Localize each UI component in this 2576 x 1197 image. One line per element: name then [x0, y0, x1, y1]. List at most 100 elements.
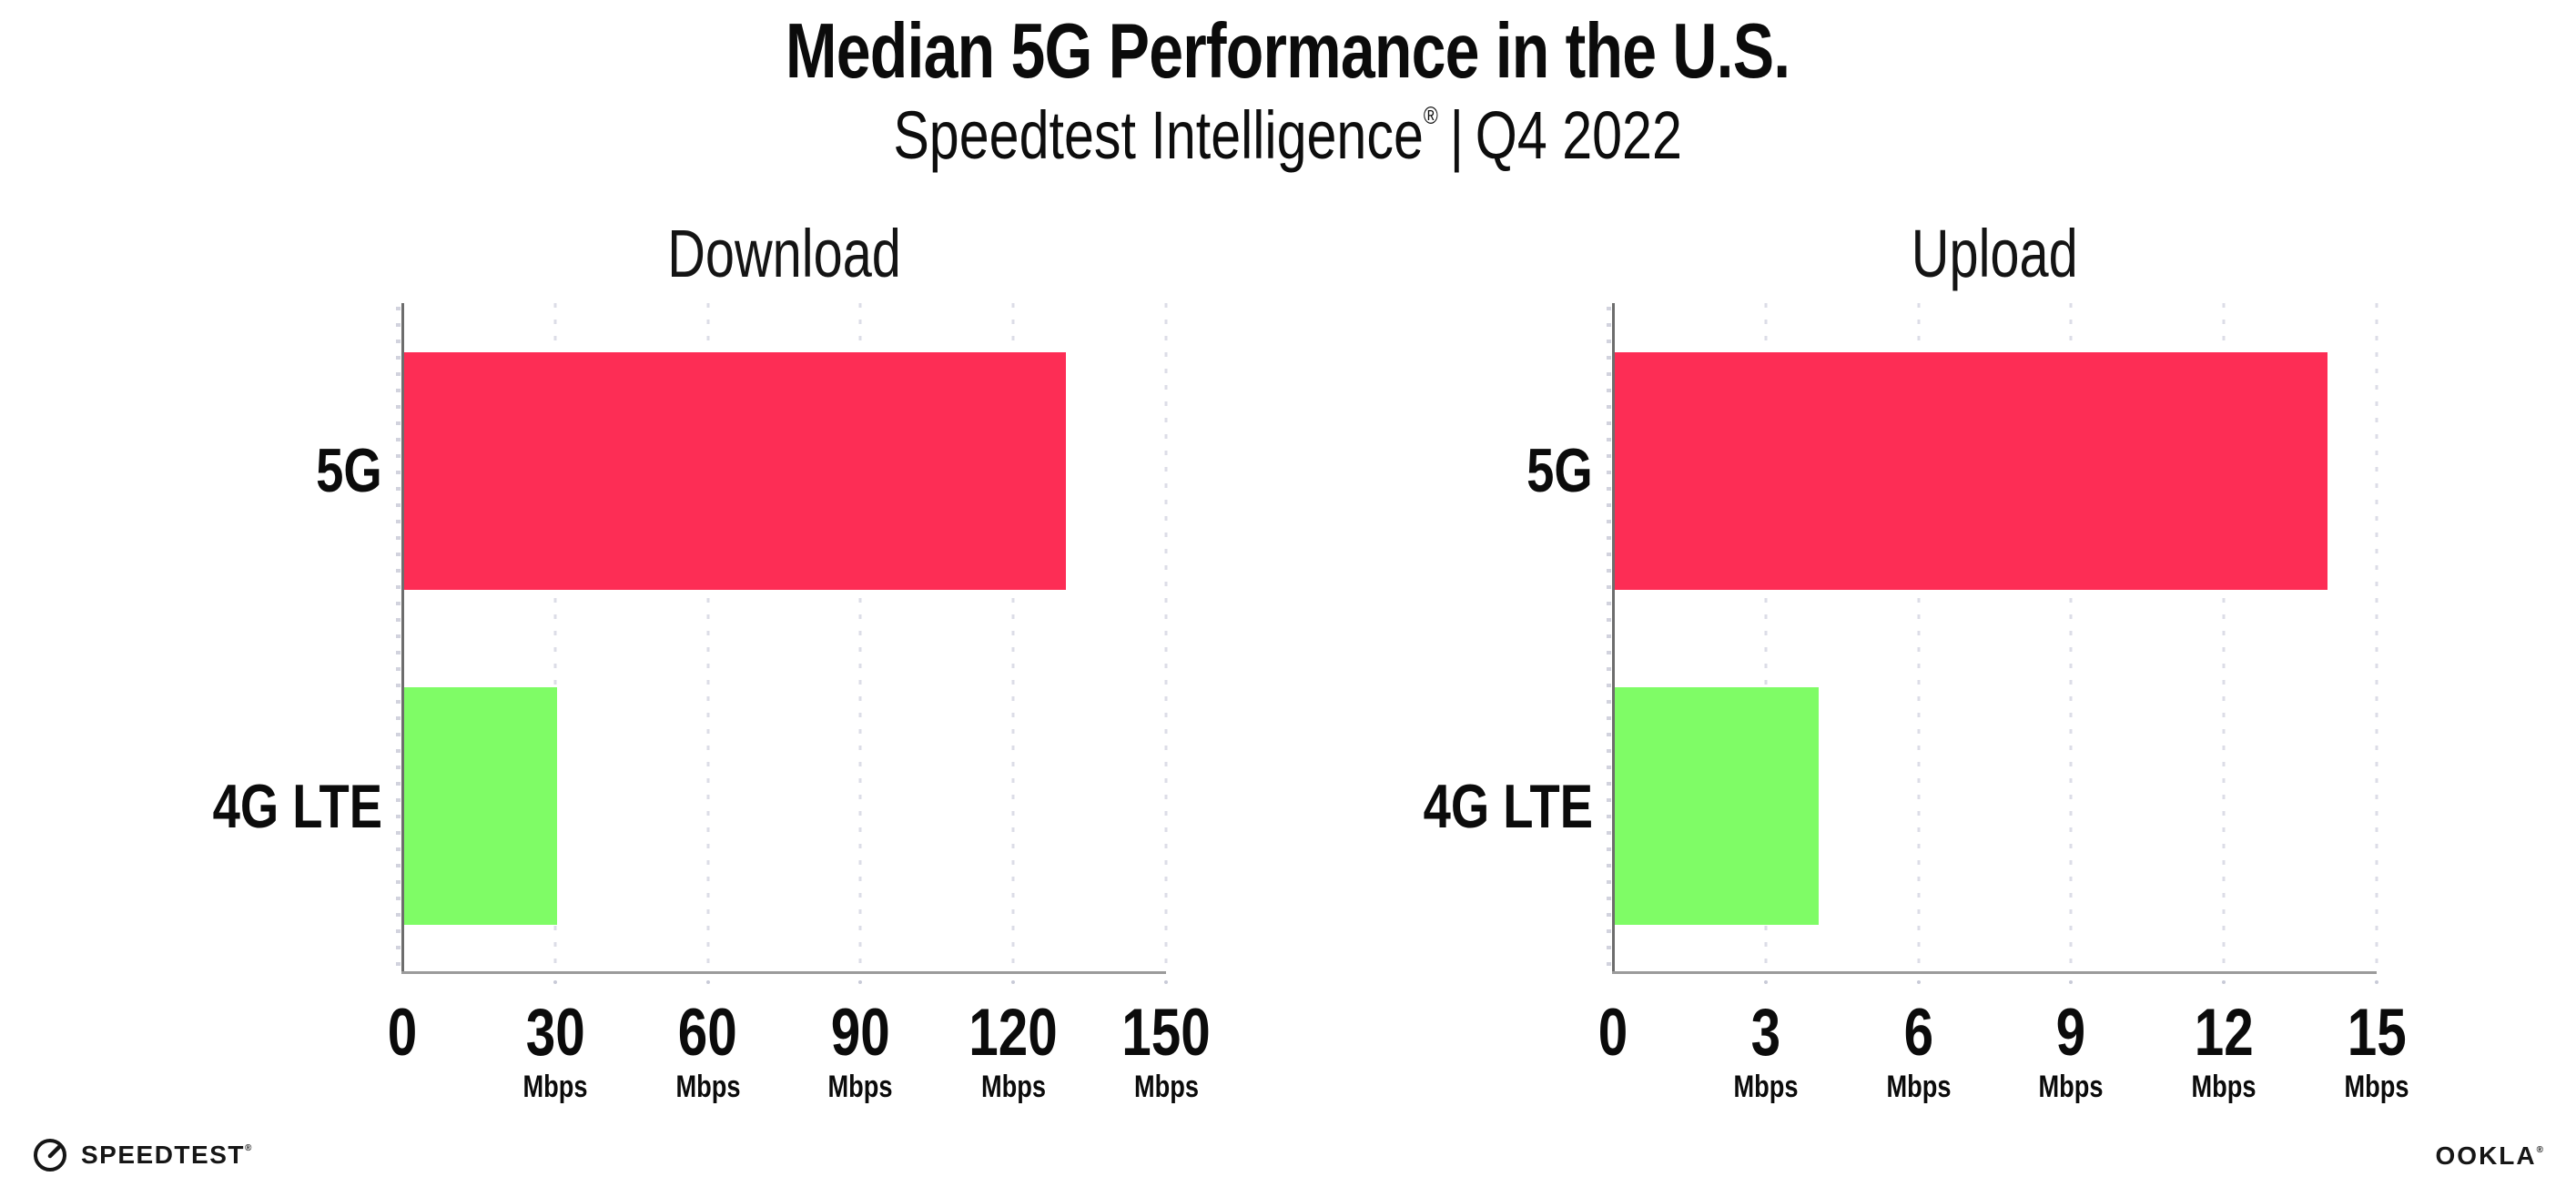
x-tick-value: 15 — [2337, 999, 2418, 1066]
x-tick-value-text: 0 — [387, 996, 418, 1070]
category-label-5g: 5G — [1510, 440, 1593, 502]
page-subtitle: Speedtest Intelligence® | Q4 2022 — [0, 102, 2576, 169]
x-tick-label-30: 30 Mbps — [514, 999, 595, 1102]
subtitle-period: Q4 2022 — [1476, 97, 1683, 173]
x-tick-value: 12 — [2184, 999, 2265, 1066]
download-plot-area: 5G 4G LTE — [213, 303, 1168, 984]
speedtest-wordmark-text: SPEEDTEST — [81, 1141, 245, 1169]
x-tick-label-90: 90 Mbps — [820, 999, 901, 1102]
x-tick-unit: Mbps — [514, 1071, 595, 1102]
bar-4g-lte — [1615, 687, 1819, 926]
x-tick-mark-90 — [858, 980, 863, 984]
upload-chart-panel: Upload 5G 4G LTE 0 3 Mbps 6 Mbps 9 Mbps 12 Mbps 15… — [1424, 0, 2409, 1197]
x-tick-mark-60 — [705, 980, 710, 984]
x-tick-mark-30 — [553, 980, 557, 984]
x-tick-unit-text: Mbps — [675, 1070, 741, 1104]
gridline-30 — [553, 303, 557, 971]
x-tick-unit: Mbps — [2184, 1071, 2265, 1102]
upload-plot-area: 5G 4G LTE — [1424, 303, 2378, 984]
gridline-150 — [1164, 303, 1168, 971]
x-tick-unit-text: Mbps — [522, 1070, 588, 1104]
ookla-wordmark-text: OOKLA — [2435, 1141, 2537, 1170]
speedtest-registered-mark: ® — [244, 1143, 252, 1153]
registered-mark: ® — [1424, 102, 1439, 129]
category-label-text: 4G LTE — [1423, 771, 1593, 841]
x-tick-unit: Mbps — [2031, 1071, 2112, 1102]
gridline-12 — [2222, 303, 2226, 971]
bar-5g — [404, 351, 1067, 590]
x-tick-mark-12 — [2222, 980, 2226, 984]
y-axis-line — [1612, 303, 1615, 974]
speedtest-logo: SPEEDTEST® — [31, 1134, 251, 1176]
download-chart-heading: Download — [402, 220, 1166, 288]
x-tick-unit: Mbps — [958, 1071, 1069, 1102]
x-tick-value-text: 120 — [969, 996, 1058, 1070]
download-chart-heading-text: Download — [667, 216, 901, 291]
x-tick-value-text: 9 — [2056, 996, 2086, 1070]
x-tick-mark-120 — [1011, 980, 1016, 984]
x-tick-mark-15 — [2375, 980, 2378, 984]
x-tick-value: 90 — [820, 999, 901, 1066]
x-tick-value-text: 0 — [1597, 996, 1628, 1070]
x-tick-mark-6 — [1916, 980, 1921, 984]
gridline-15 — [2375, 303, 2378, 971]
x-tick-value: 9 — [2031, 999, 2112, 1066]
speedtest-gauge-icon — [34, 1139, 66, 1172]
x-tick-value: 0 — [1595, 999, 1632, 1066]
download-chart-panel: Download 5G 4G LTE 0 30 Mbps 60 Mbps 90 Mbps 120… — [213, 0, 1211, 1197]
speedtest-wordmark: SPEEDTEST® — [81, 1141, 251, 1170]
upload-chart-heading: Upload — [1613, 220, 2377, 288]
y-axis-minor-ticks — [1607, 307, 1611, 971]
gridline-9 — [2069, 303, 2073, 971]
x-tick-label-0: 0 — [1595, 999, 1632, 1066]
ookla-logo: OOKLA® — [2436, 1141, 2543, 1171]
x-axis-line — [401, 971, 1166, 974]
x-tick-label-12: 12 Mbps — [2184, 999, 2265, 1102]
x-tick-value-text: 6 — [1903, 996, 1933, 1070]
x-tick-unit: Mbps — [820, 1071, 901, 1102]
x-tick-value: 120 — [958, 999, 1069, 1066]
x-axis-line — [1612, 971, 2377, 974]
x-tick-unit-text: Mbps — [2191, 1070, 2257, 1104]
x-tick-unit-text: Mbps — [1886, 1070, 1952, 1104]
x-tick-unit: Mbps — [1111, 1071, 1222, 1102]
subtitle-brand: Speedtest Intelligence — [893, 97, 1425, 173]
x-tick-value-text: 60 — [678, 996, 738, 1070]
x-tick-unit: Mbps — [667, 1071, 748, 1102]
gridline-60 — [706, 303, 710, 971]
x-tick-value-text: 150 — [1121, 996, 1211, 1070]
x-tick-label-120: 120 Mbps — [958, 999, 1069, 1102]
x-tick-label-3: 3 Mbps — [1725, 999, 1806, 1102]
x-tick-value: 30 — [514, 999, 595, 1066]
category-label-5g: 5G — [299, 440, 382, 502]
x-tick-mark-9 — [2069, 980, 2074, 984]
x-tick-value-text: 90 — [830, 996, 890, 1070]
category-label-text: 5G — [1526, 436, 1593, 506]
x-tick-value: 150 — [1111, 999, 1222, 1066]
gridline-120 — [1011, 303, 1015, 971]
x-tick-value: 60 — [667, 999, 748, 1066]
download-x-axis-ticks: 0 30 Mbps 60 Mbps 90 Mbps 120 Mbps 150 Mbps — [388, 974, 1211, 1120]
gridline-6 — [1917, 303, 1921, 971]
x-tick-mark-150 — [1164, 980, 1168, 984]
y-axis-minor-ticks — [396, 307, 401, 971]
x-tick-label-150: 150 Mbps — [1111, 999, 1222, 1102]
x-tick-value: 0 — [384, 999, 421, 1066]
x-tick-value-text: 12 — [2194, 996, 2254, 1070]
x-tick-unit-text: Mbps — [1133, 1070, 1199, 1104]
x-tick-unit-text: Mbps — [827, 1070, 893, 1104]
x-tick-label-15: 15 Mbps — [2337, 999, 2418, 1102]
x-tick-label-6: 6 Mbps — [1878, 999, 1959, 1102]
gridline-3 — [1764, 303, 1768, 971]
x-tick-value: 3 — [1725, 999, 1806, 1066]
x-tick-unit-text: Mbps — [2038, 1070, 2104, 1104]
bar-5g — [1615, 351, 2328, 590]
category-label-4g-lte: 4G LTE — [1381, 776, 1593, 837]
page-title: Median 5G Performance in the U.S. — [0, 13, 2576, 90]
ookla-registered-mark: ® — [2536, 1145, 2543, 1155]
category-label-text: 4G LTE — [212, 771, 382, 841]
x-tick-unit: Mbps — [1725, 1071, 1806, 1102]
x-tick-mark-3 — [1763, 980, 1768, 984]
x-tick-unit-text: Mbps — [2344, 1070, 2409, 1104]
